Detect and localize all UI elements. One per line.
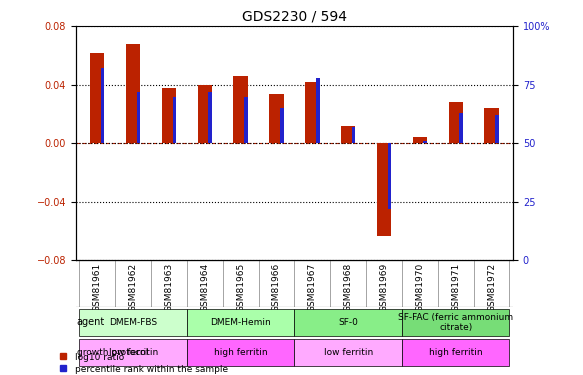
- Title: GDS2230 / 594: GDS2230 / 594: [242, 10, 347, 24]
- Text: agent: agent: [76, 317, 105, 327]
- FancyBboxPatch shape: [187, 339, 294, 366]
- Text: GSM81962: GSM81962: [129, 263, 138, 312]
- Bar: [244, 96, 248, 143]
- Text: GSM81969: GSM81969: [380, 263, 388, 312]
- Bar: [388, 143, 391, 209]
- Bar: [484, 108, 498, 143]
- FancyBboxPatch shape: [187, 309, 294, 336]
- FancyArrowPatch shape: [125, 350, 131, 355]
- Bar: [198, 85, 212, 143]
- Bar: [233, 76, 248, 143]
- Text: high ferritin: high ferritin: [214, 348, 268, 357]
- Text: GSM81971: GSM81971: [451, 263, 460, 312]
- Bar: [269, 94, 284, 143]
- Text: growth protocol: growth protocol: [76, 348, 148, 357]
- Bar: [352, 127, 356, 143]
- Bar: [137, 92, 141, 143]
- Text: GSM81970: GSM81970: [415, 263, 424, 312]
- Text: GSM81967: GSM81967: [308, 263, 317, 312]
- Text: GSM81972: GSM81972: [487, 263, 496, 312]
- Text: GSM81963: GSM81963: [164, 263, 174, 312]
- Bar: [173, 96, 176, 143]
- Text: low ferritin: low ferritin: [324, 348, 373, 357]
- Text: GSM81968: GSM81968: [343, 263, 353, 312]
- FancyBboxPatch shape: [294, 339, 402, 366]
- Bar: [423, 141, 427, 143]
- Text: SF-FAC (ferric ammonium
citrate): SF-FAC (ferric ammonium citrate): [398, 313, 513, 332]
- Bar: [341, 126, 356, 143]
- Bar: [101, 68, 104, 143]
- Bar: [90, 53, 104, 143]
- FancyBboxPatch shape: [402, 339, 510, 366]
- Bar: [280, 108, 284, 143]
- FancyBboxPatch shape: [402, 309, 510, 336]
- Text: GSM81966: GSM81966: [272, 263, 281, 312]
- Bar: [448, 102, 463, 143]
- FancyBboxPatch shape: [79, 339, 187, 366]
- Bar: [495, 115, 498, 143]
- FancyArrowPatch shape: [97, 320, 102, 324]
- Bar: [459, 113, 463, 143]
- Bar: [126, 44, 141, 143]
- FancyBboxPatch shape: [79, 309, 187, 336]
- Text: DMEM-Hemin: DMEM-Hemin: [210, 318, 271, 327]
- Bar: [305, 82, 319, 143]
- Text: DMEM-FBS: DMEM-FBS: [109, 318, 157, 327]
- Bar: [208, 92, 212, 143]
- Text: low ferritin: low ferritin: [108, 348, 158, 357]
- Text: SF-0: SF-0: [338, 318, 358, 327]
- Legend: log10 ratio, percentile rank within the sample: log10 ratio, percentile rank within the …: [58, 352, 228, 374]
- FancyBboxPatch shape: [294, 309, 402, 336]
- Text: high ferritin: high ferritin: [429, 348, 483, 357]
- Bar: [162, 88, 176, 143]
- Bar: [316, 78, 319, 143]
- Bar: [377, 143, 391, 236]
- Text: GSM81965: GSM81965: [236, 263, 245, 312]
- Text: GSM81964: GSM81964: [201, 263, 209, 312]
- Text: GSM81961: GSM81961: [93, 263, 102, 312]
- Bar: [413, 138, 427, 143]
